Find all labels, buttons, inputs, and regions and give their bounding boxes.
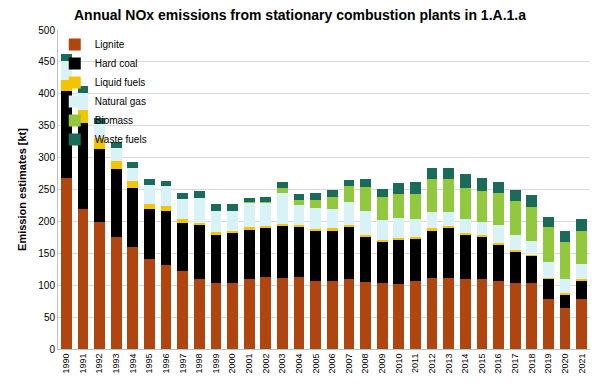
svg-text:2001: 2001 — [244, 354, 254, 374]
svg-text:150: 150 — [38, 248, 55, 259]
svg-text:1992: 1992 — [94, 354, 104, 374]
svg-text:2009: 2009 — [377, 354, 387, 374]
svg-text:1999: 1999 — [211, 354, 221, 374]
svg-text:100: 100 — [38, 280, 55, 291]
svg-text:350: 350 — [38, 120, 55, 131]
svg-text:2010: 2010 — [394, 354, 404, 374]
svg-text:2016: 2016 — [493, 354, 503, 374]
svg-text:1994: 1994 — [128, 354, 138, 374]
svg-text:250: 250 — [38, 184, 55, 195]
svg-text:2006: 2006 — [327, 354, 337, 374]
svg-text:Liquid fuels: Liquid fuels — [95, 77, 146, 88]
svg-text:2017: 2017 — [510, 354, 520, 374]
svg-text:2008: 2008 — [360, 354, 370, 374]
svg-text:2018: 2018 — [527, 354, 537, 374]
svg-text:2000: 2000 — [227, 354, 237, 374]
svg-text:1998: 1998 — [194, 354, 204, 374]
svg-text:2012: 2012 — [427, 354, 437, 374]
svg-text:450: 450 — [38, 56, 55, 67]
svg-text:Hard coal: Hard coal — [95, 58, 138, 69]
svg-text:Waste fuels: Waste fuels — [95, 134, 147, 145]
svg-text:2002: 2002 — [261, 354, 271, 374]
svg-text:1997: 1997 — [178, 354, 188, 374]
svg-text:Lignite: Lignite — [95, 39, 125, 50]
svg-text:0: 0 — [49, 344, 55, 355]
svg-text:2019: 2019 — [543, 354, 553, 374]
svg-text:Annual NOx emissions from stat: Annual NOx emissions from stationary com… — [74, 7, 526, 23]
svg-text:1990: 1990 — [61, 354, 71, 374]
svg-text:1991: 1991 — [78, 354, 88, 374]
svg-text:2004: 2004 — [294, 354, 304, 374]
svg-text:50: 50 — [44, 312, 56, 323]
svg-text:300: 300 — [38, 152, 55, 163]
svg-text:400: 400 — [38, 88, 55, 99]
svg-text:1993: 1993 — [111, 354, 121, 374]
svg-text:200: 200 — [38, 216, 55, 227]
svg-text:500: 500 — [38, 25, 55, 36]
svg-text:1996: 1996 — [161, 354, 171, 374]
svg-text:2014: 2014 — [460, 354, 470, 374]
svg-text:2013: 2013 — [444, 354, 454, 374]
svg-text:2003: 2003 — [277, 354, 287, 374]
svg-text:2021: 2021 — [577, 354, 587, 374]
svg-text:2015: 2015 — [477, 354, 487, 374]
svg-text:2020: 2020 — [560, 354, 570, 374]
svg-text:2007: 2007 — [344, 354, 354, 374]
svg-text:Natural gas: Natural gas — [95, 96, 146, 107]
svg-text:2005: 2005 — [311, 354, 321, 374]
svg-text:2011: 2011 — [410, 354, 420, 373]
svg-text:Emission estimates [kt]: Emission estimates [kt] — [16, 128, 28, 251]
svg-text:Biomass: Biomass — [95, 115, 133, 126]
svg-text:1995: 1995 — [144, 354, 154, 374]
